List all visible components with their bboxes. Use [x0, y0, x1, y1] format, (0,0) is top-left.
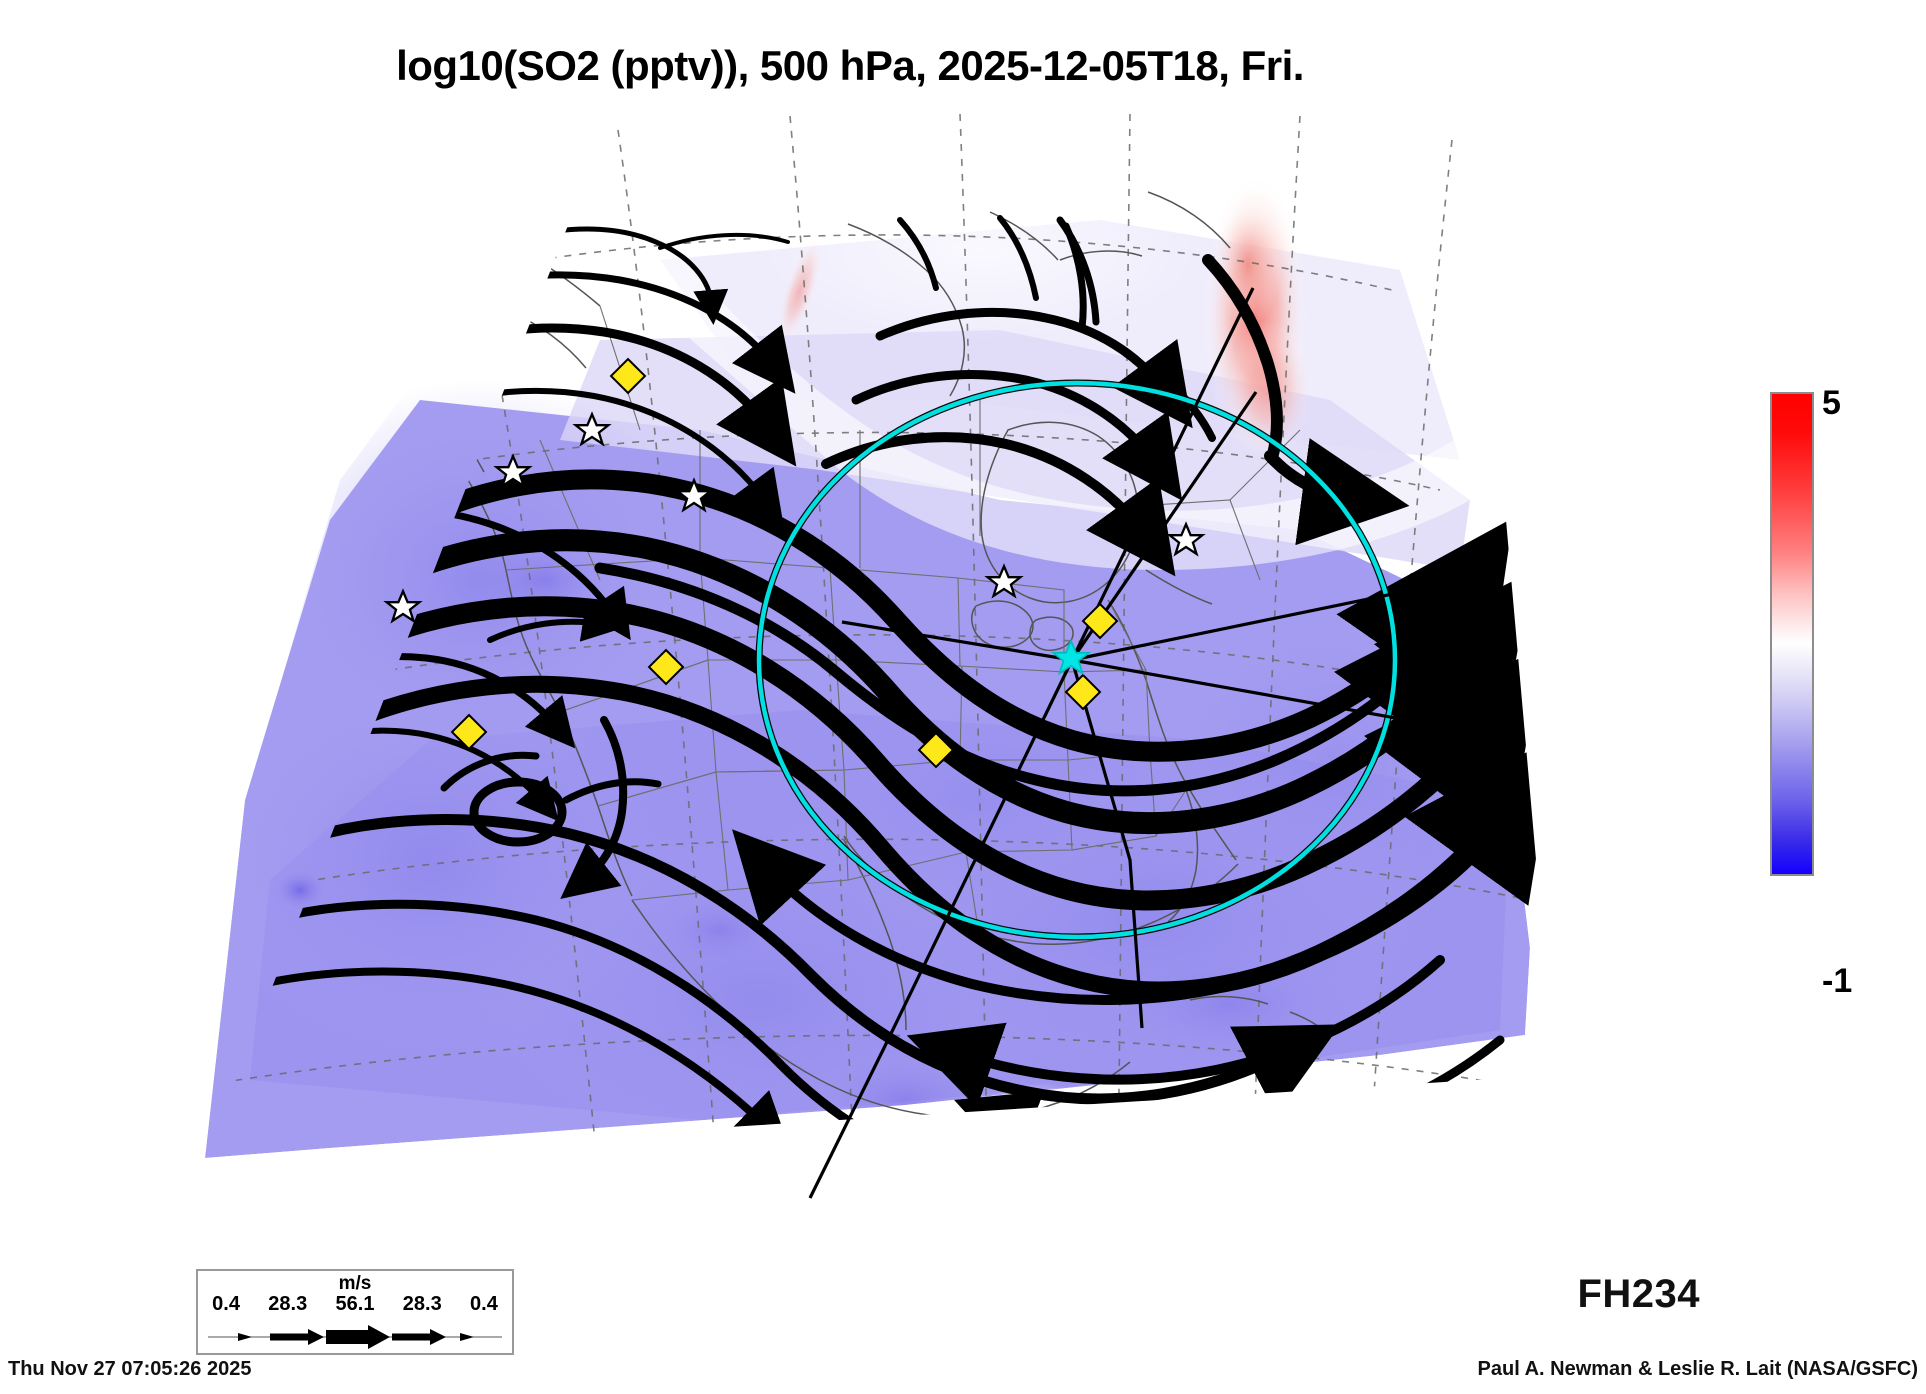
wind-key-ticks: 0.4 28.3 56.1 28.3 0.4 [198, 1293, 512, 1316]
white-star-icon [1166, 521, 1206, 557]
render-timestamp: Thu Nov 27 07:05:26 2025 [8, 1358, 252, 1380]
map-svg[interactable] [0, 100, 1760, 1260]
forecast-hour-label: FH234 [1577, 1272, 1700, 1316]
wind-key-tick: 0.4 [212, 1293, 240, 1315]
wind-key-tick: 28.3 [268, 1293, 308, 1315]
cyan-star-icon [1050, 638, 1092, 676]
colorbar-min-label: -1 [1822, 962, 1853, 1000]
white-star-marker-group [383, 411, 1206, 624]
wind-key-unit: m/s [338, 1273, 372, 1294]
yellow-diamond-icon [647, 648, 685, 686]
wind-key-tick: 56.1 [335, 1293, 375, 1315]
white-star-icon [493, 453, 533, 489]
yellow-diamond-icon [1064, 673, 1102, 711]
colorbar [1770, 392, 1814, 876]
white-star-icon [674, 477, 714, 513]
yellow-diamond-icon [450, 713, 488, 751]
yellow-diamond-icon [917, 731, 955, 769]
wind-key-tick: 0.4 [470, 1293, 498, 1315]
white-star-icon [572, 411, 612, 447]
yellow-diamond-icon [1081, 602, 1119, 640]
wind-key-arrows [208, 1325, 502, 1349]
white-star-icon [383, 588, 423, 624]
map-panel[interactable] [0, 100, 1760, 1260]
page-title: log10(SO2 (pptv)), 500 hPa, 2025-12-05T1… [396, 42, 1304, 89]
colorbar-max-label: 5 [1822, 384, 1841, 422]
author-credit: Paul A. Newman & Leslie R. Lait (NASA/GS… [1477, 1358, 1918, 1380]
wind-speed-key: m/s 0.4 28.3 56.1 28.3 0.4 [196, 1269, 514, 1355]
cyan-range-circle [755, 379, 1399, 941]
white-star-icon [984, 563, 1024, 599]
station-markers[interactable] [383, 357, 1206, 769]
yellow-diamond-icon [609, 357, 647, 395]
wind-key-tick: 28.3 [402, 1293, 442, 1315]
yellow-diamond-marker-group [450, 357, 1119, 769]
